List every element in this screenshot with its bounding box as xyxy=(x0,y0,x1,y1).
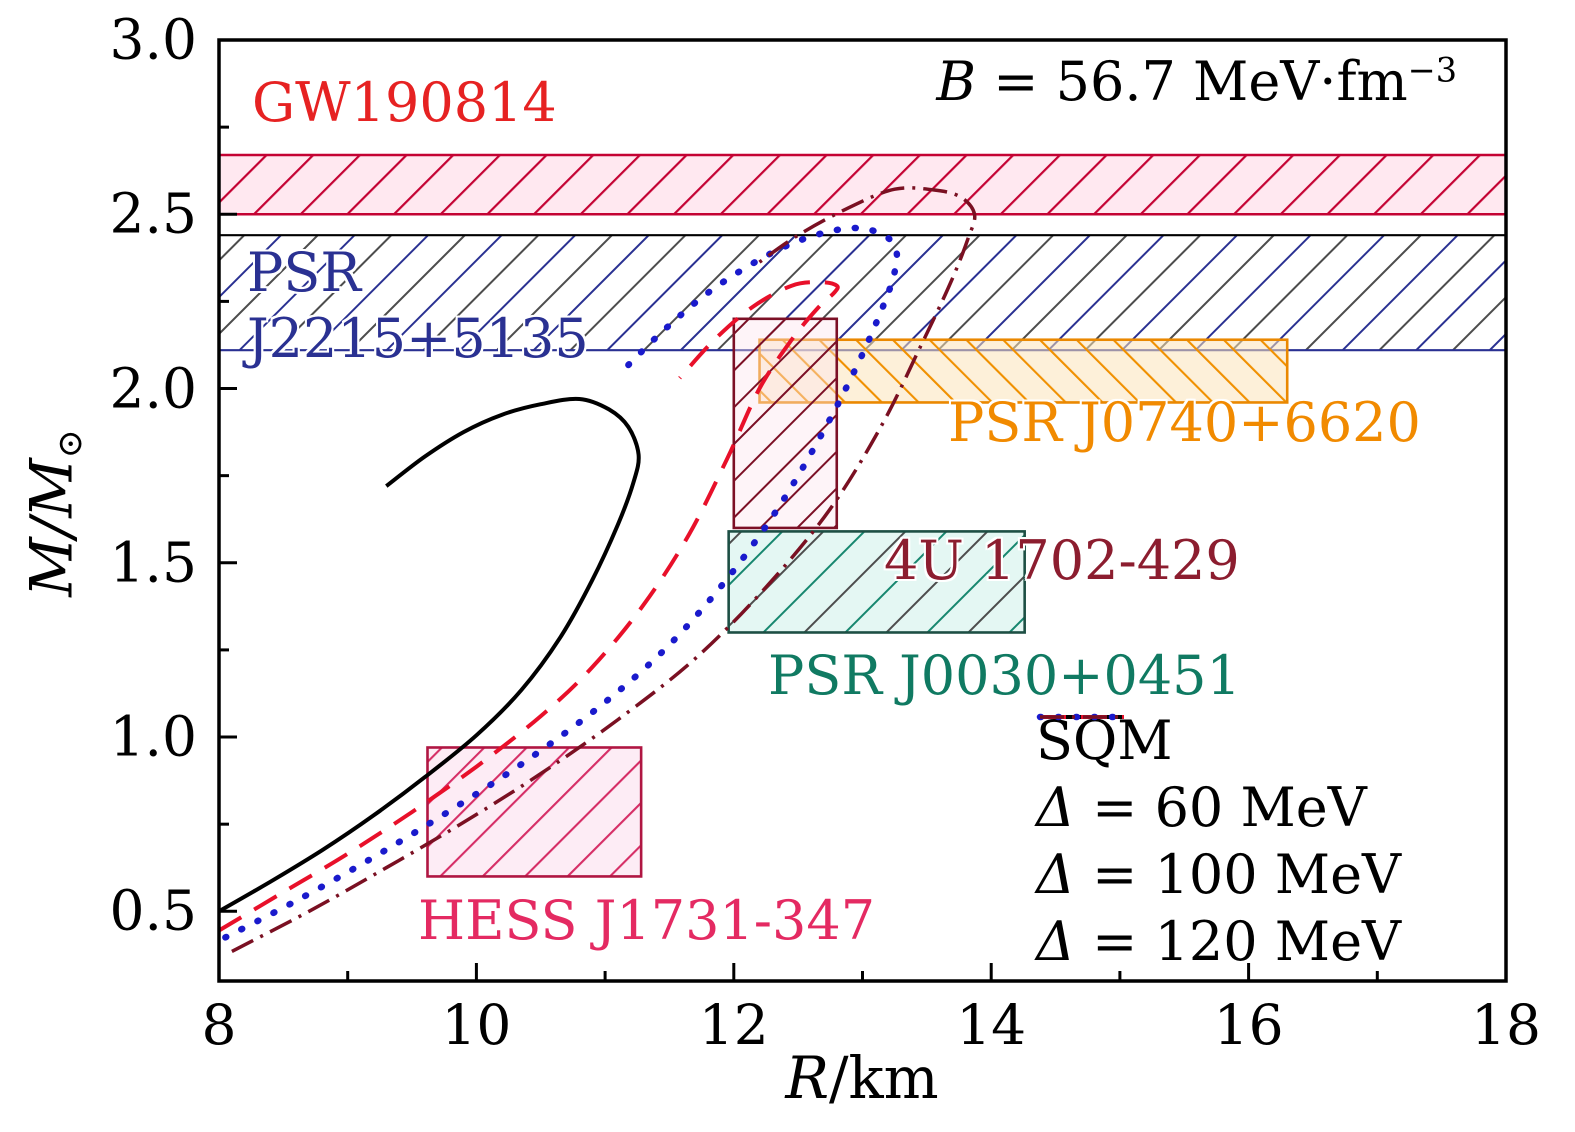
legend-line-sample-delta120 xyxy=(1040,715,1124,719)
y-axis-label-sun-symbol: ⊙ xyxy=(50,429,91,459)
y-axis-label-numerator: M xyxy=(17,537,86,597)
x-axis-label: R/km xyxy=(785,1044,938,1112)
region-psr-j2215-5135 xyxy=(219,234,1506,352)
curve-delta120 xyxy=(231,186,977,953)
region-hess-j1731-347 xyxy=(426,746,643,878)
annotation-variable: B xyxy=(936,50,977,113)
y-axis-label: M/M⊙ xyxy=(18,429,91,596)
legend-entry-delta120: Δ = 120 MeV xyxy=(1036,715,1402,975)
legend-entry-delta60: Δ = 60 MeV xyxy=(1036,715,1401,841)
y-axis-label-denominator: /M xyxy=(17,458,86,538)
legend-entry-delta100: Δ = 100 MeV xyxy=(1036,713,1402,908)
curve-delta60 xyxy=(219,280,840,933)
region-4u-1702-429 xyxy=(732,317,839,530)
region-psr-j0740-6620 xyxy=(758,338,1289,404)
region-psr-j0030-0451 xyxy=(727,530,1026,634)
curve-sqm xyxy=(219,396,641,914)
legend-label-delta100: Δ = 100 MeV xyxy=(1036,843,1402,906)
legend-line-sample-delta100 xyxy=(1036,713,1128,721)
bag-constant-annotation: B = 56.7 MeV·fm−3 xyxy=(936,50,1457,113)
curve-delta100 xyxy=(222,224,901,941)
x-axis-label-unit: /km xyxy=(828,1044,939,1112)
region-gw190814 xyxy=(219,153,1506,216)
annotation-exponent: −3 xyxy=(1407,50,1457,90)
legend-label-delta60: Δ = 60 MeV xyxy=(1036,776,1367,839)
legend-label-delta120: Δ = 120 MeV xyxy=(1036,910,1402,973)
x-axis-label-variable: R xyxy=(785,1044,829,1112)
legend: SQM Δ = 60 MeV Δ = 100 MeV Δ = 120 MeV xyxy=(1036,707,1401,975)
annotation-value: = 56.7 MeV·fm xyxy=(976,50,1408,113)
